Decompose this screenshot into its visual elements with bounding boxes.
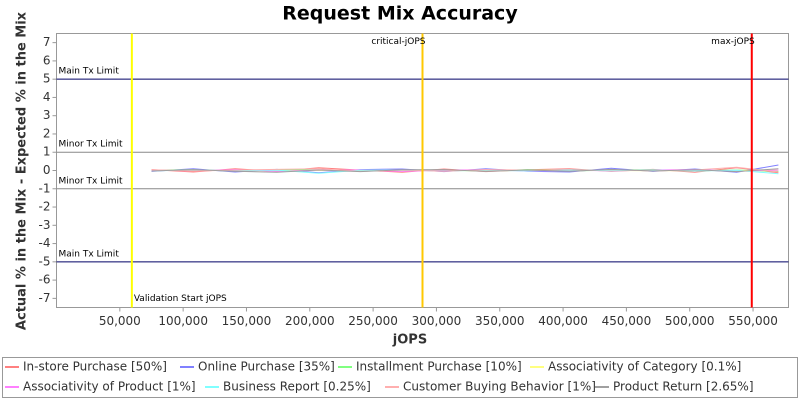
y-tick-label: 7 — [43, 35, 51, 49]
legend-label: Business Report [0.25%] — [223, 380, 371, 394]
x-axis-label: jOPS — [392, 333, 427, 348]
y-tick-label: -5 — [39, 254, 51, 268]
y-tick-label: 4 — [43, 90, 51, 104]
x-tick-label: 550,000 — [728, 314, 778, 328]
threshold-label: Main Tx Limit — [59, 67, 120, 77]
legend-label: Product Return [2.65%] — [613, 380, 754, 394]
y-tick-label: 1 — [43, 145, 51, 159]
marker-label: critical-jOPS — [371, 37, 425, 47]
y-tick-label: -4 — [39, 236, 51, 250]
legend-label: Associativity of Product [1%] — [23, 380, 196, 394]
legend-label: In-store Purchase [50%] — [23, 360, 167, 374]
series-line — [151, 168, 779, 173]
threshold-label: Main Tx Limit — [59, 249, 120, 259]
chart-title: Request Mix Accuracy — [282, 3, 518, 25]
x-tick-label: 150,000 — [222, 314, 272, 328]
legend-label: Online Purchase [35%] — [198, 360, 335, 374]
legend-label: Installment Purchase [10%] — [356, 360, 522, 374]
y-tick-label: 2 — [43, 126, 51, 140]
legend-label: Customer Buying Behavior [1%] — [403, 380, 596, 394]
y-tick-label: -2 — [39, 200, 51, 214]
threshold-label: Minor Tx Limit — [59, 140, 124, 150]
y-tick-label: -7 — [39, 291, 51, 305]
y-tick-label: -6 — [39, 273, 51, 287]
y-tick-label: -1 — [39, 181, 51, 195]
legend-label: Associativity of Category [0.1%] — [548, 360, 741, 374]
threshold-label: Minor Tx Limit — [59, 176, 124, 186]
y-tick-label: 0 — [43, 163, 51, 177]
x-tick-label: 50,000 — [99, 314, 141, 328]
x-tick-label: 350,000 — [475, 314, 525, 328]
x-tick-label: 250,000 — [348, 314, 398, 328]
marker-label: Validation Start jOPS — [134, 294, 227, 304]
x-tick-label: 500,000 — [665, 314, 715, 328]
y-tick-label: -3 — [39, 218, 51, 232]
x-tick-label: 200,000 — [285, 314, 335, 328]
y-tick-label: 3 — [43, 108, 51, 122]
x-tick-label: 400,000 — [538, 314, 588, 328]
x-tick-label: 450,000 — [602, 314, 652, 328]
y-axis-label: Actual % in the Mix - Expected % in the … — [15, 11, 30, 330]
y-tick-label: 6 — [43, 53, 51, 67]
legend — [2, 357, 798, 398]
x-tick-label: 300,000 — [412, 314, 462, 328]
x-tick-label: 100,000 — [158, 314, 208, 328]
y-tick-label: 5 — [43, 72, 51, 86]
marker-label: max-jOPS — [711, 37, 755, 47]
